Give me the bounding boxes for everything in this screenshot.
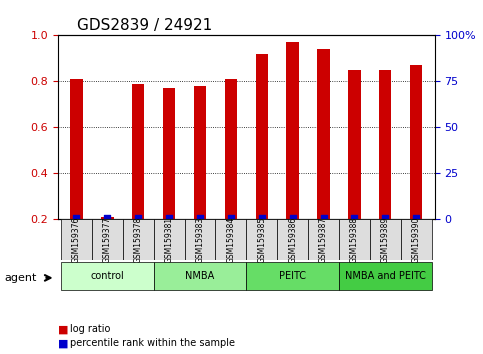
Text: GSM159383: GSM159383 — [196, 217, 204, 263]
Bar — [194, 86, 206, 219]
Bar — [225, 79, 237, 219]
Text: GSM159381: GSM159381 — [165, 217, 173, 263]
Text: GSM159386: GSM159386 — [288, 217, 297, 263]
Text: GSM159390: GSM159390 — [412, 217, 421, 263]
Point — [134, 215, 142, 221]
Bar — [256, 54, 268, 219]
Bar — [348, 70, 361, 219]
Text: PEITC: PEITC — [279, 271, 306, 281]
FancyBboxPatch shape — [246, 262, 339, 290]
Point — [196, 215, 204, 221]
Text: GSM159376: GSM159376 — [72, 217, 81, 263]
Text: NMBA: NMBA — [185, 271, 214, 281]
Text: ■: ■ — [58, 324, 69, 334]
Text: GSM159377: GSM159377 — [103, 217, 112, 263]
Point — [165, 215, 173, 221]
FancyBboxPatch shape — [277, 219, 308, 260]
Bar — [163, 88, 175, 219]
Text: ■: ■ — [58, 338, 69, 348]
Text: GDS2839 / 24921: GDS2839 / 24921 — [77, 18, 212, 33]
Bar — [379, 70, 391, 219]
Text: NMBA and PEITC: NMBA and PEITC — [345, 271, 426, 281]
Point — [320, 215, 327, 221]
FancyBboxPatch shape — [61, 262, 154, 290]
Point — [412, 215, 420, 221]
Point — [103, 215, 111, 221]
Text: GSM159378: GSM159378 — [134, 217, 143, 263]
Point — [382, 215, 389, 221]
Bar — [410, 65, 422, 219]
Bar — [101, 217, 114, 219]
Point — [227, 215, 235, 221]
FancyBboxPatch shape — [123, 219, 154, 260]
FancyBboxPatch shape — [154, 262, 246, 290]
Text: control: control — [90, 271, 124, 281]
FancyBboxPatch shape — [246, 219, 277, 260]
FancyBboxPatch shape — [92, 219, 123, 260]
Point — [72, 215, 80, 221]
FancyBboxPatch shape — [339, 219, 370, 260]
Text: GSM159387: GSM159387 — [319, 217, 328, 263]
FancyBboxPatch shape — [370, 219, 401, 260]
FancyBboxPatch shape — [154, 219, 185, 260]
FancyBboxPatch shape — [185, 219, 215, 260]
Text: GSM159384: GSM159384 — [227, 217, 235, 263]
Point — [289, 215, 297, 221]
Text: GSM159385: GSM159385 — [257, 217, 266, 263]
FancyBboxPatch shape — [308, 219, 339, 260]
FancyBboxPatch shape — [401, 219, 432, 260]
Text: agent: agent — [5, 273, 37, 283]
Text: GSM159388: GSM159388 — [350, 217, 359, 263]
Bar — [132, 84, 144, 219]
FancyBboxPatch shape — [61, 219, 92, 260]
Bar — [71, 79, 83, 219]
Bar — [317, 49, 330, 219]
Point — [351, 215, 358, 221]
FancyBboxPatch shape — [339, 262, 432, 290]
FancyBboxPatch shape — [215, 219, 246, 260]
Bar — [286, 42, 299, 219]
Text: log ratio: log ratio — [70, 324, 111, 334]
Text: percentile rank within the sample: percentile rank within the sample — [70, 338, 235, 348]
Text: GSM159389: GSM159389 — [381, 217, 390, 263]
Point — [258, 215, 266, 221]
